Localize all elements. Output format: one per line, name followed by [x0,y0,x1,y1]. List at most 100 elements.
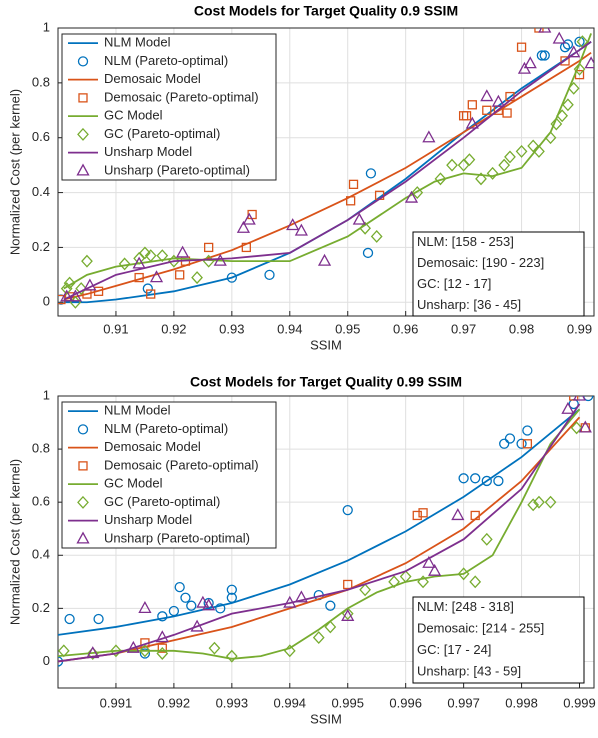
marker-square [560,56,570,66]
annotation-box [412,596,585,684]
marker-diamond [417,575,429,589]
marker-diamond [463,153,476,167]
y-tick-label: 0 [43,294,50,309]
marker-square [157,643,167,653]
model-line [58,408,581,660]
y-tick-label: 0.2 [32,600,50,615]
marker-diamond [86,647,99,660]
subplot: 0.991 0.992 0.993 0.994 0.995 0.996 0.997 0.998… [7,374,595,727]
marker-square [134,272,144,283]
y-axis-label: Normalized Cost (per kernel) [7,459,22,625]
marker-diamond [544,495,557,509]
marker-triangle [572,396,587,401]
legend-label: Unsharp Model [104,512,192,527]
y-tick-label: 0.4 [32,184,50,199]
marker-diamond [75,282,88,296]
marker-square [175,270,185,280]
marker-triangle [428,563,442,576]
x-tick-label: 0.991 [100,695,133,710]
marker-diamond [480,532,493,546]
marker-diamond [388,575,400,589]
marker-diamond [168,254,180,268]
x-tick-label: 0.99 [567,321,592,336]
marker-diamond [156,647,169,660]
marker-diamond [399,570,412,583]
marker-triangle [404,190,419,203]
annotation-box [412,231,585,317]
x-tick-label: 0.95 [335,321,360,336]
marker-square [241,242,251,253]
x-tick-label: 0.993 [216,695,249,710]
x-tick-label: 0.96 [393,321,418,336]
marker-diamond [341,607,354,621]
marker-diamond [504,150,516,164]
marker-diamond [156,249,169,263]
data-layer [58,28,594,309]
marker-diamond [110,644,122,658]
marker-diamond [225,649,238,663]
marker-circle [458,473,469,484]
legend-label: Demosaic (Pareto-optimal) [104,457,259,472]
marker-square [348,179,359,189]
marker-circle [342,504,353,516]
marker-diamond [118,257,131,271]
marker-diamond [457,567,470,581]
marker-circle [539,50,550,61]
marker-diamond [475,172,487,186]
marker-circle [226,272,237,283]
marker-triangle [83,278,97,291]
marker-square [204,242,214,253]
marker-triangle [68,289,82,302]
x-tick-label: 0.94 [277,321,302,336]
x-tick-label: 0.92 [161,321,186,336]
marker-triangle [202,598,216,611]
marker-circle [362,247,374,259]
marker-diamond [58,644,70,658]
marker-circle [168,605,180,617]
marker-triangle [538,28,552,33]
marker-diamond [446,158,458,172]
marker-triangle [294,590,308,603]
y-tick-label: 0.6 [32,494,50,509]
marker-diamond [550,117,563,131]
legend-label: GC Model [104,108,163,123]
marker-triangle [175,245,190,258]
marker-triangle [567,45,581,58]
legend-box [61,33,277,181]
marker-circle [180,592,191,603]
marker-square [345,196,356,206]
legend-label: GC (Pareto-optimal) [104,126,220,141]
marker-diamond [77,495,89,509]
marker-diamond [573,62,586,76]
legend-label: Unsharp (Pareto-optimal) [104,530,250,545]
annotation-text: NLM: [248 - 318] [417,599,514,614]
axes-box [57,27,595,317]
x-tick-label: 0.994 [274,695,307,710]
y-axis-label: Normalized Cost (per kernel) [7,89,22,255]
x-tick-label: 0.97 [451,321,476,336]
marker-circle [93,613,104,625]
marker-diamond [469,575,482,589]
x-tick-label: 0.998 [505,695,538,710]
marker-diamond [359,583,371,597]
legend-label: NLM (Pareto-optimal) [104,53,228,68]
axes-box [57,395,595,689]
marker-square [78,93,88,103]
marker-circle [174,581,185,593]
marker-circle [226,592,237,603]
x-tick-label: 0.91 [103,321,128,336]
marker-diamond [570,421,583,435]
marker-triangle [236,220,251,233]
marker-circle [77,424,89,435]
marker-diamond [283,644,296,658]
marker-triangle [523,56,537,69]
marker-diamond [139,246,151,260]
marker-triangle [155,630,169,643]
marker-triangle [86,646,100,659]
legend-label: Demosaic (Pareto-optimal) [104,89,259,104]
marker-diamond [359,221,371,235]
marker-circle [157,611,168,622]
marker-triangle [584,56,594,69]
marker-triangle [578,420,592,433]
